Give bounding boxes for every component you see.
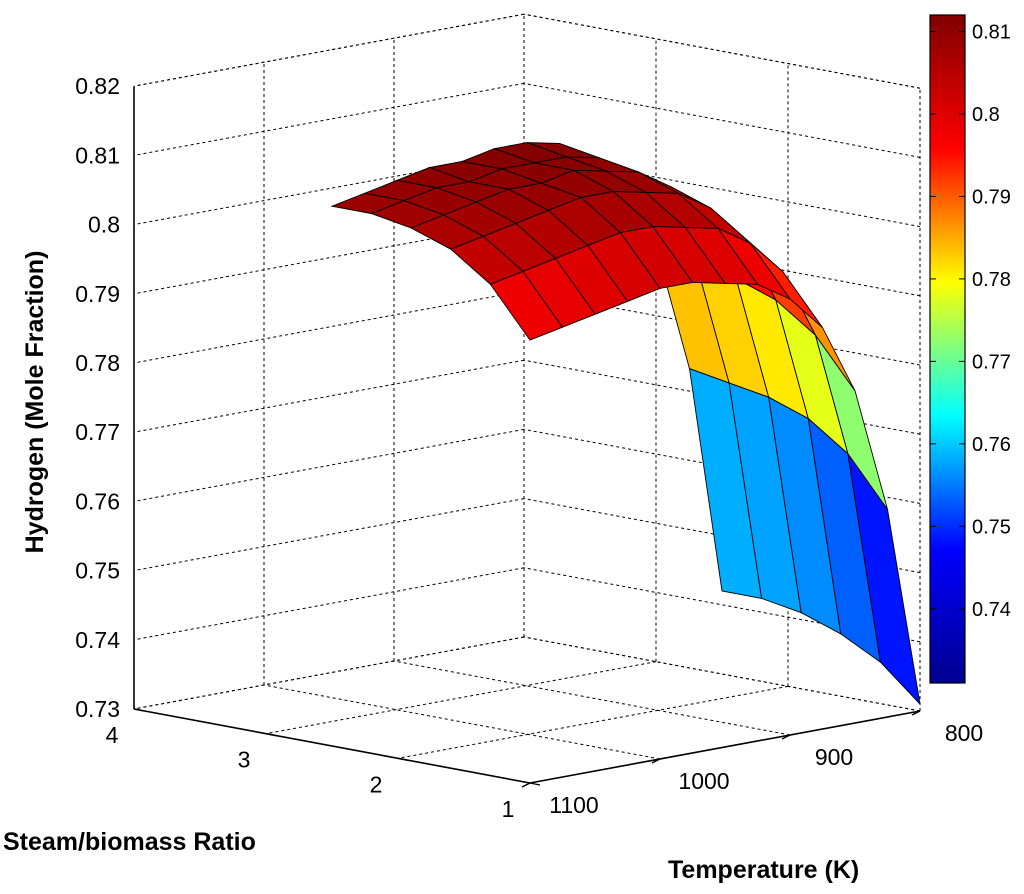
colorbar-tick-label: 0.77 [972, 351, 1011, 373]
z-tick-label: 0.78 [75, 350, 120, 376]
ratio-tick-label: 4 [106, 722, 119, 748]
grid-line [393, 660, 791, 736]
z-tick-label: 0.79 [75, 281, 120, 307]
surface-mesh [330, 142, 921, 706]
z-tick-label: 0.73 [75, 696, 120, 722]
ratio-tick-mark [397, 757, 409, 762]
colorbar [929, 14, 966, 684]
ratio-tick-mark [133, 708, 145, 712]
surface-patch [489, 270, 564, 341]
grid-line [523, 152, 921, 228]
temperature-tick-label: 800 [945, 720, 983, 746]
temperature-tick-mark [781, 734, 791, 740]
ratio-axis-label: Steam/biomass Ratio [3, 828, 256, 856]
grid-line [133, 82, 525, 156]
grid-line [133, 290, 525, 364]
colorbar-tick-label: 0.75 [972, 516, 1011, 538]
grid-line [523, 13, 921, 89]
grid-line [523, 636, 921, 712]
colorbar-tick-label: 0.76 [972, 434, 1011, 456]
temperature-tick-mark [911, 710, 921, 716]
grid-line [133, 636, 525, 710]
z-tick-label: 0.75 [75, 558, 120, 584]
z-tick-label: 0.74 [75, 627, 120, 653]
ratio-tick-mark [529, 782, 541, 786]
grid-layer [133, 13, 921, 784]
colorbar-tick-label: 0.81 [972, 21, 1011, 43]
colorbar-tick-label: 0.78 [972, 269, 1011, 291]
grid-line [133, 428, 525, 502]
ratio-tick-mark [265, 732, 277, 737]
grid-line [397, 685, 789, 759]
z-axis-label: Hydrogen (Mole Fraction) [21, 251, 49, 554]
grid-line [133, 498, 525, 572]
tick-labels: 0.73 0.74 0.75 0.76 0.77 0.78 0.79 0.8 0.81 0.82 1… [75, 73, 983, 822]
temperature-axis-label: Temperature (K) [668, 856, 859, 884]
axes-layer [133, 86, 921, 788]
z-tick-label: 0.76 [75, 488, 120, 514]
ratio-tick-label: 1 [502, 796, 515, 822]
temperature-tick-mark [521, 782, 531, 788]
colorbar-tick-label: 0.8 [972, 104, 1000, 126]
grid-line [263, 684, 661, 760]
temperature-tick-label: 1100 [549, 792, 598, 818]
grid-line [523, 82, 921, 158]
ratio-axis-line [133, 708, 531, 784]
z-tick-label: 0.81 [75, 142, 120, 168]
ratio-tick-label: 3 [238, 747, 251, 773]
z-tick-label: 0.77 [75, 419, 120, 445]
colorbar-tick-label: 0.79 [972, 186, 1011, 208]
colorbar-ticks: 0.74 0.75 0.76 0.77 0.78 0.79 0.8 0.81 [930, 21, 1011, 621]
z-tick-label: 0.8 [88, 212, 120, 238]
temperature-tick-mark [651, 758, 661, 764]
grid-line [133, 13, 525, 87]
grid-line [133, 567, 525, 641]
grid-line [523, 221, 921, 297]
grid-line [133, 359, 525, 433]
temperature-tick-label: 1000 [678, 768, 729, 794]
colorbar-tick-label: 0.74 [972, 599, 1011, 621]
ratio-tick-label: 2 [370, 771, 383, 797]
temperature-tick-label: 900 [815, 744, 853, 770]
grid-line [265, 661, 657, 735]
temperature-axis-line [529, 710, 921, 784]
z-tick-label: 0.82 [75, 73, 120, 99]
grid-line [523, 290, 921, 366]
